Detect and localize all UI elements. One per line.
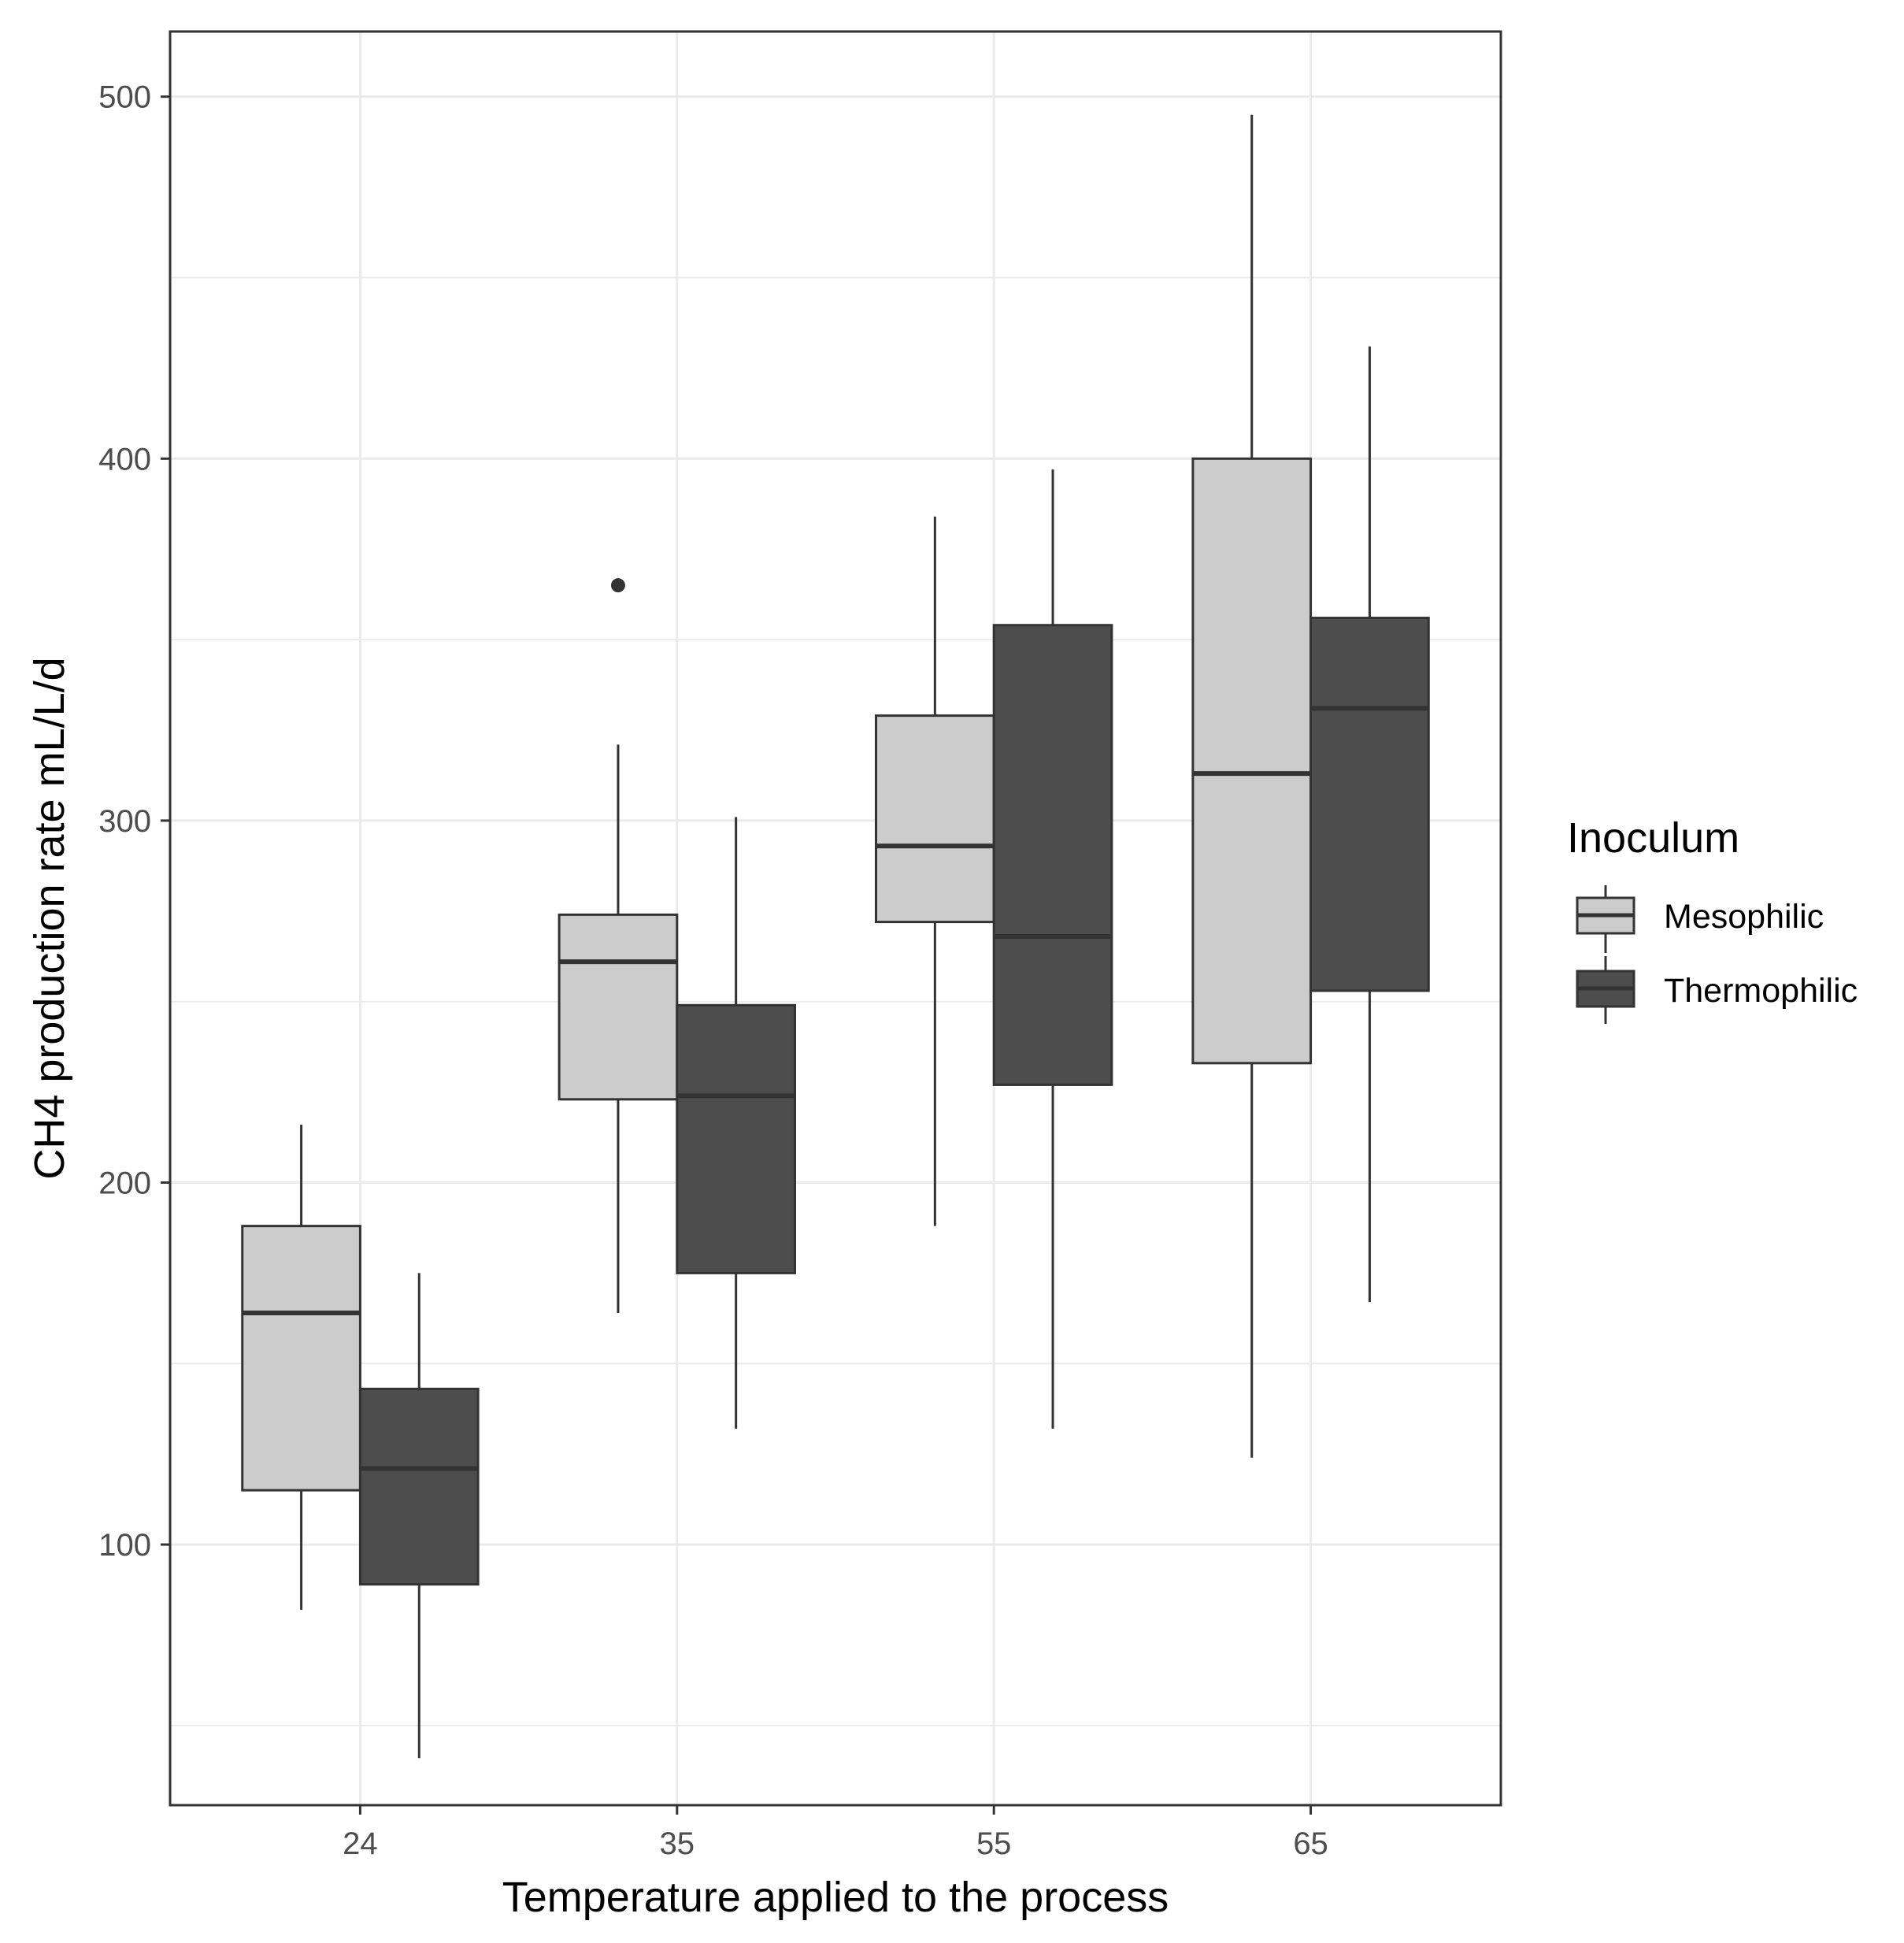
x-tick-label-24: 24 — [343, 1826, 378, 1861]
box-thermophilic-65 — [1309, 617, 1430, 992]
box-group-thermophilic-24 — [358, 1273, 480, 1759]
box-thermophilic-55 — [992, 624, 1113, 1086]
box-mesophilic-55 — [875, 714, 995, 924]
x-axis-title: Temperature applied to the process — [502, 1874, 1169, 1921]
legend-title: Inoculum — [1567, 814, 1739, 862]
legend-key-mesophilic — [1576, 885, 1635, 953]
y-tick-label-200: 200 — [98, 1166, 151, 1201]
box-thermophilic-35 — [676, 1003, 796, 1274]
box-group-mesophilic-35 — [557, 578, 679, 1313]
legend-key-thermophilic — [1576, 956, 1635, 1024]
box-layer — [241, 114, 1430, 1759]
box-group-mesophilic-24 — [241, 1124, 361, 1610]
y-tick-label-500: 500 — [98, 80, 151, 115]
box-group-thermophilic-65 — [1309, 346, 1430, 1303]
box-group-thermophilic-35 — [676, 817, 796, 1429]
box-thermophilic-24 — [358, 1387, 480, 1586]
box-mesophilic-35 — [557, 913, 679, 1101]
outlier-point-mesophilic-35-0 — [610, 578, 625, 593]
y-tick-label-400: 400 — [98, 442, 151, 476]
legend: Inoculum Mesophilic Thermophilic — [1567, 814, 1858, 1024]
y-axis-ticks: 100 200 300 400 500 — [98, 80, 170, 1563]
x-tick-label-35: 35 — [660, 1826, 695, 1861]
box-group-thermophilic-55 — [992, 469, 1113, 1429]
panel-border — [169, 30, 1502, 1807]
legend-label-thermophilic: Thermophilic — [1664, 972, 1858, 1010]
x-tick-label-65: 65 — [1293, 1826, 1328, 1861]
box-group-mesophilic-65 — [1191, 114, 1313, 1458]
box-mesophilic-24 — [241, 1225, 361, 1492]
y-tick-label-100: 100 — [98, 1528, 151, 1563]
box-mesophilic-65 — [1191, 457, 1313, 1065]
x-axis-ticks: 24 35 55 65 — [343, 1805, 1328, 1861]
legend-label-mesophilic: Mesophilic — [1664, 898, 1824, 936]
x-tick-label-55: 55 — [976, 1826, 1012, 1861]
y-axis-title: CH4 production rate mL/L/d — [26, 657, 73, 1179]
y-tick-label-300: 300 — [98, 804, 151, 839]
